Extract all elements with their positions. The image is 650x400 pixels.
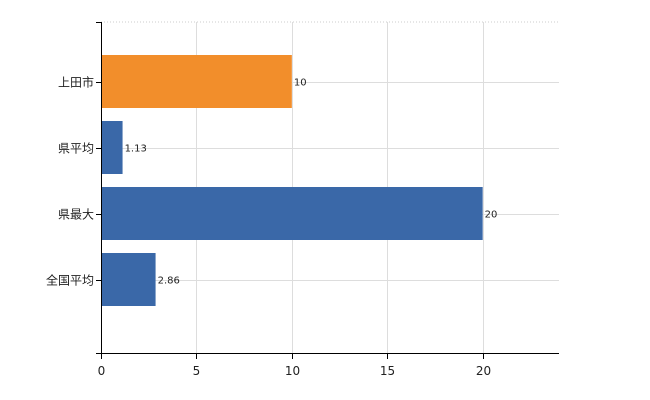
- x-tick-label: 5: [193, 364, 201, 378]
- bar: [101, 55, 292, 108]
- data-label: 2.86: [158, 276, 180, 287]
- x-tick-label: 10: [285, 364, 300, 378]
- x-tick-label: 0: [98, 364, 106, 378]
- data-label: 10: [294, 78, 307, 89]
- bar: [101, 253, 156, 306]
- data-label: 20: [485, 210, 498, 221]
- x-tick-label: 15: [380, 364, 395, 378]
- axes: [96, 22, 559, 359]
- bar: [101, 121, 123, 174]
- bars: [101, 55, 483, 306]
- y-tick-label: 県最大: [58, 208, 94, 222]
- data-label: 1.13: [125, 144, 147, 155]
- y-tick-label: 県平均: [58, 142, 94, 156]
- y-tick-label: 全国平均: [46, 273, 94, 288]
- x-tick-label: 20: [476, 364, 491, 378]
- y-tick-label: 上田市: [58, 75, 94, 90]
- bar: [101, 187, 483, 240]
